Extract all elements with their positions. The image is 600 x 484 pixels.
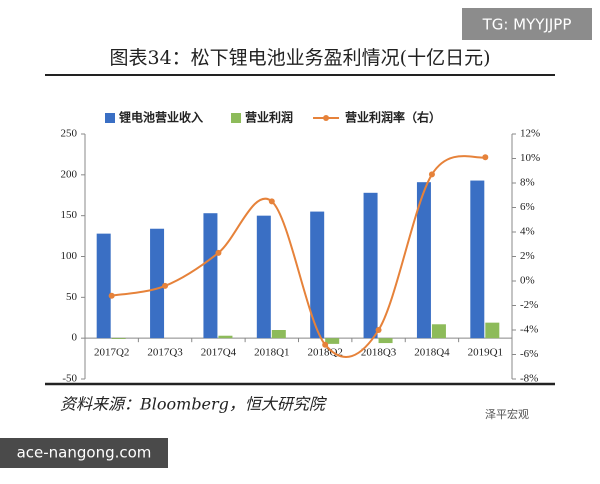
line-marker	[162, 282, 169, 289]
chart-title: 图表34：松下锂电池业务盈利情况(十亿日元)	[109, 47, 490, 69]
x-tick-label: 2019Q1	[468, 347, 503, 359]
y-tick-label: -50	[62, 373, 77, 385]
x-tick-label: 2017Q3	[147, 347, 183, 359]
x-tick-label: 2017Q4	[201, 347, 237, 359]
y2-tick-label: -4%	[520, 324, 538, 336]
y2-tick-label: 6%	[520, 201, 535, 213]
bar	[310, 211, 325, 339]
line-marker	[428, 171, 435, 178]
bar	[431, 324, 446, 339]
source: 资料来源：Bloomberg，恒大研究院	[60, 395, 328, 414]
site-box	[0, 438, 168, 468]
x-tick-label: 2018Q4	[414, 347, 450, 359]
bar	[96, 233, 111, 339]
bar	[485, 322, 500, 339]
y2-tick-label: 0%	[520, 275, 535, 287]
legend-swatch	[231, 113, 242, 123]
bar	[203, 213, 218, 339]
bar	[150, 228, 165, 339]
watermark: TG: MYYJJPP	[482, 16, 572, 34]
y2-tick-label: 8%	[520, 177, 535, 189]
y-tick-label: 100	[61, 250, 78, 262]
bar	[111, 338, 126, 339]
bar	[325, 338, 340, 344]
legend-swatch	[323, 115, 330, 121]
x-tick-label: 2017Q2	[94, 347, 129, 359]
y2-tick-label: 2%	[520, 250, 535, 262]
y2-tick-label: -2%	[520, 299, 538, 311]
y-tick-label: 250	[61, 128, 78, 140]
line-marker	[215, 249, 222, 256]
line-marker	[268, 198, 275, 205]
site: ace-nangong.com	[17, 444, 152, 462]
brand: 泽平宏观	[485, 407, 529, 421]
y2-tick-label: -8%	[520, 373, 538, 385]
y2-tick-label: -6%	[520, 348, 538, 360]
y-tick-label: 150	[61, 209, 78, 221]
bar	[378, 338, 393, 344]
y2-tick-label: 4%	[520, 226, 535, 238]
x-tick-label: 2018Q1	[254, 347, 289, 359]
line	[111, 155, 486, 358]
bar	[256, 215, 271, 339]
line-marker	[108, 292, 115, 299]
bar	[470, 180, 485, 339]
x-tick-label: 2018Q2	[307, 347, 342, 359]
y-tick-label: 0	[72, 332, 78, 344]
y-tick-label: 50	[66, 291, 78, 303]
legend-swatch	[105, 113, 115, 123]
line-marker	[322, 341, 329, 348]
legend-label: 营业利润率（右）	[345, 110, 441, 125]
bar	[271, 330, 286, 339]
y2-tick-label: 10%	[520, 152, 540, 164]
bar	[416, 182, 431, 339]
line-marker	[375, 327, 382, 333]
line-marker	[482, 154, 489, 161]
y2-tick-label: 12%	[520, 128, 540, 140]
bar	[218, 335, 233, 339]
bar	[363, 192, 378, 339]
legend-label: 锂电池营业收入	[119, 110, 203, 125]
legend-label: 营业利润	[245, 110, 293, 125]
y-tick-label: 200	[61, 168, 78, 180]
x-tick-label: 2018Q3	[361, 347, 397, 359]
watermark-box	[462, 8, 592, 40]
